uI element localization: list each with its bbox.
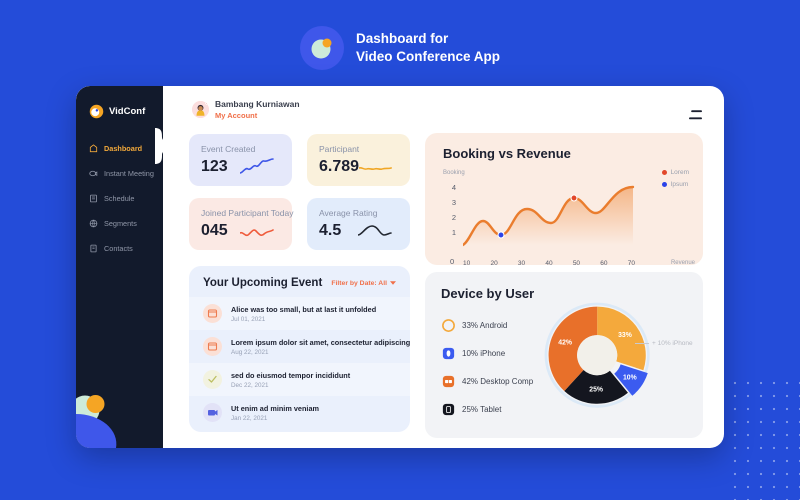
svg-text:42%: 42% (558, 340, 572, 347)
svg-text:25%: 25% (589, 386, 603, 393)
svg-text:10%: 10% (623, 374, 637, 381)
svg-text:33%: 33% (618, 332, 632, 339)
